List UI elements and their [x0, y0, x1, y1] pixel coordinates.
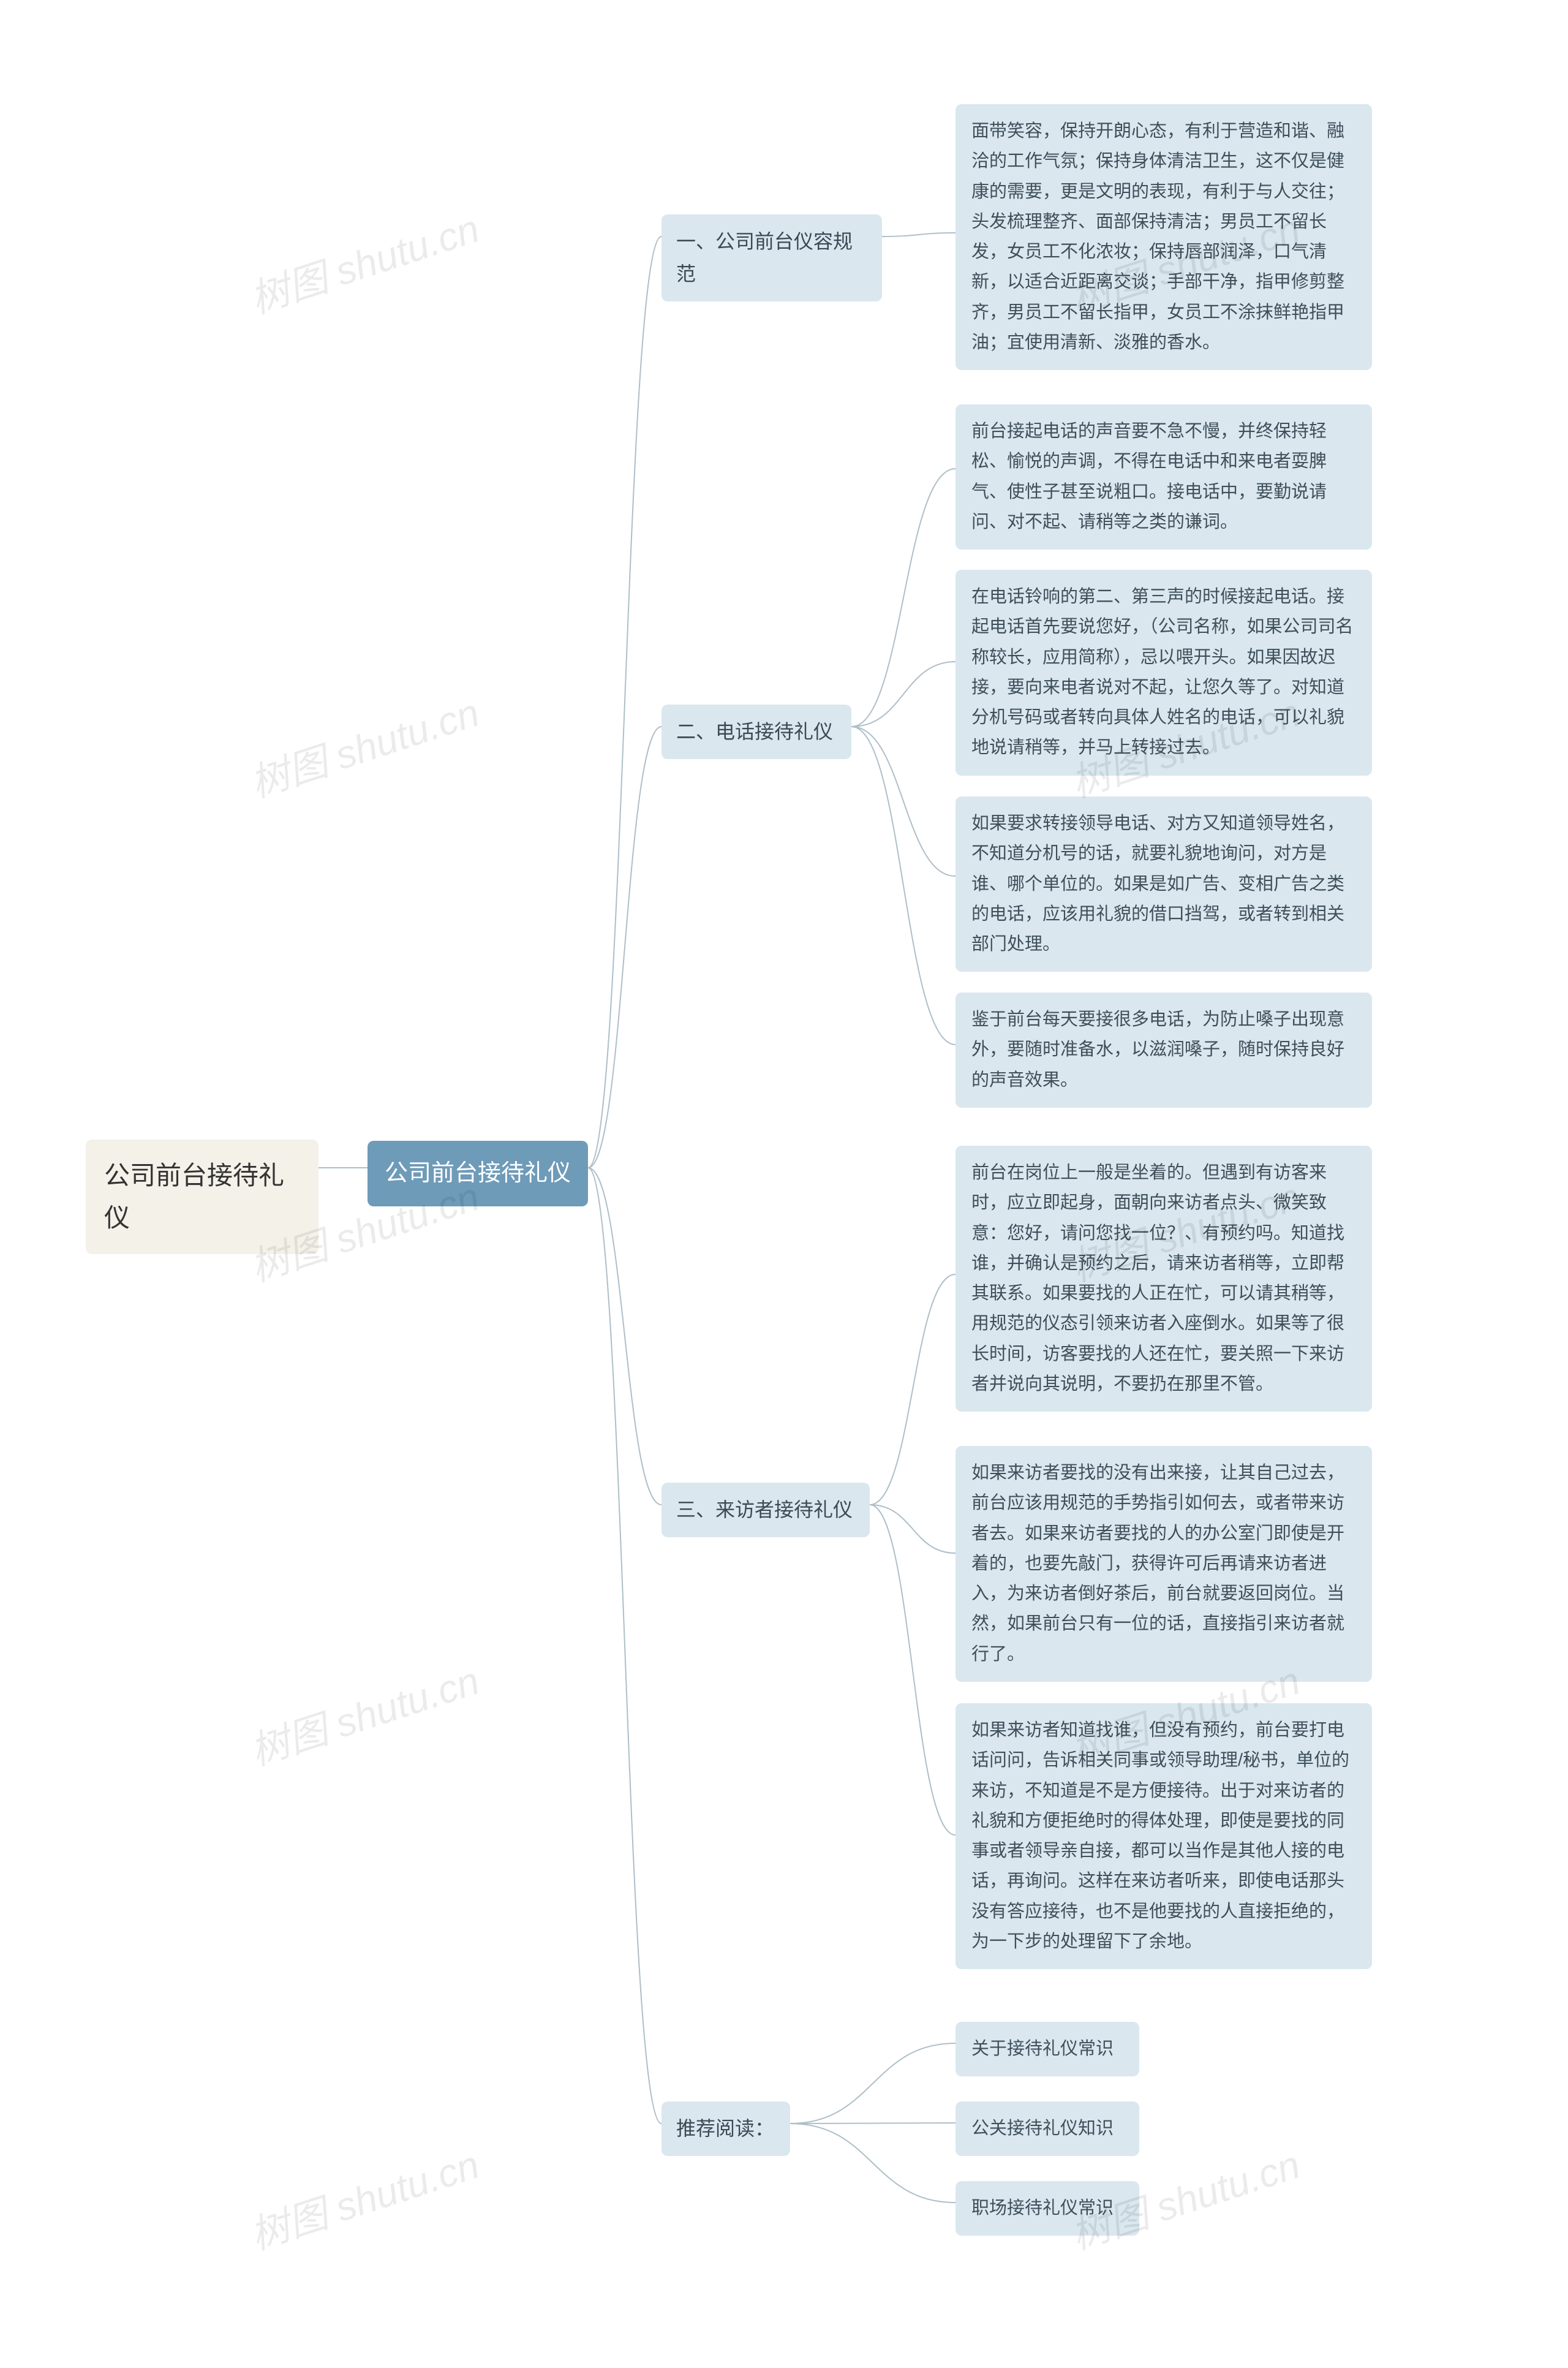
node-l1a: 面带笑容，保持开朗心态，有利于营造和谐、融洽的工作气氛；保持身体清洁卫生，这不仅…	[956, 104, 1372, 370]
watermark: 树图 shutu.cn	[242, 1649, 485, 1776]
node-lvl1: 公司前台接待礼仪	[368, 1141, 588, 1206]
node-l4b: 公关接待礼仪知识	[956, 2101, 1139, 2156]
mindmap-canvas: 公司前台接待礼仪公司前台接待礼仪 一、公司前台仪容规范二、电话接待礼仪三、来访者接…	[0, 0, 1568, 2368]
watermark: 树图 shutu.cn	[242, 681, 485, 808]
node-sec1: 一、公司前台仪容规范	[662, 214, 882, 301]
node-l4a: 关于接待礼仪常识	[956, 2022, 1139, 2076]
node-l2c: 如果要求转接领导电话、对方又知道领导姓名，不知道分机号的话，就要礼貌地询问，对方…	[956, 796, 1372, 972]
node-l3c: 如果来访者知道找谁，但没有预约，前台要打电话问问，告诉相关同事或领导助理/秘书，…	[956, 1703, 1372, 1969]
node-l2a: 前台接起电话的声音要不急不慢，并终保持轻松、愉悦的声调，不得在电话中和来电者耍脾…	[956, 404, 1372, 550]
watermark: 树图 shutu.cn	[242, 2133, 485, 2260]
node-l2b: 在电话铃响的第二、第三声的时候接起电话。接起电话首先要说您好，（公司名称，如果公…	[956, 570, 1372, 776]
watermark: 树图 shutu.cn	[242, 197, 485, 324]
node-l3a: 前台在岗位上一般是坐着的。但遇到有访客来时，应立即起身，面朝向来访者点头、微笑致…	[956, 1146, 1372, 1412]
node-sec2: 二、电话接待礼仪	[662, 705, 851, 759]
node-l2d: 鉴于前台每天要接很多电话，为防止嗓子出现意外，要随时准备水，以滋润嗓子，随时保持…	[956, 993, 1372, 1108]
node-l3b: 如果来访者要找的没有出来接，让其自己过去，前台应该用规范的手势指引如何去，或者带…	[956, 1446, 1372, 1682]
node-sec3: 三、来访者接待礼仪	[662, 1483, 870, 1537]
node-root: 公司前台接待礼仪	[86, 1140, 318, 1254]
node-l4c: 职场接待礼仪常识	[956, 2181, 1139, 2236]
node-sec4: 推荐阅读：	[662, 2101, 790, 2156]
